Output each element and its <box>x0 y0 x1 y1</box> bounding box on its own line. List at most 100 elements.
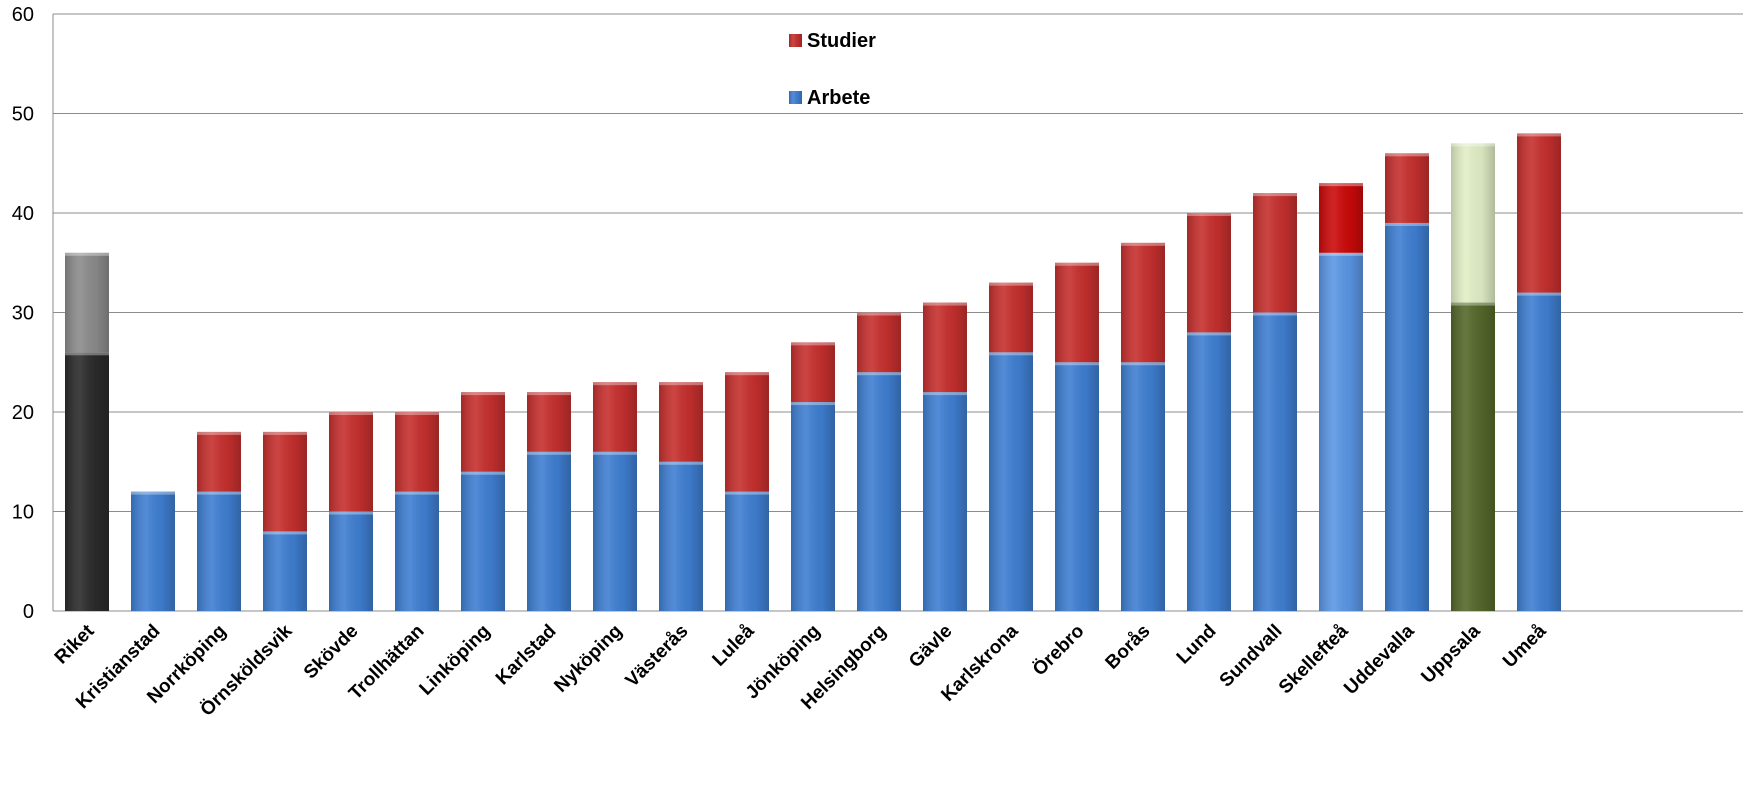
bar-top-highlight <box>1253 312 1297 316</box>
bar-shading <box>395 412 439 492</box>
bar-top-highlight <box>1319 252 1363 256</box>
bar-arbete-11 <box>791 402 835 611</box>
bar-shading <box>857 312 901 373</box>
legend-label: Studier <box>807 30 876 52</box>
bar-studier-3 <box>263 431 307 532</box>
category-label: Borås <box>1102 621 1155 674</box>
bar-arbete-9 <box>659 461 703 611</box>
legend-label: Arbete <box>807 87 870 109</box>
bar-top-highlight <box>857 312 901 316</box>
y-tick-label: 60 <box>12 4 34 26</box>
bar-top-highlight <box>1451 143 1495 147</box>
bar-top-highlight <box>1055 362 1099 366</box>
bar-studier-16 <box>1121 242 1165 363</box>
bar-arbete-16 <box>1121 362 1165 611</box>
bar-studier-8 <box>593 382 637 452</box>
bar-shading <box>1187 332 1231 611</box>
bar-shading <box>1451 143 1495 303</box>
bar-arbete-21 <box>1451 302 1495 611</box>
bar-top-highlight <box>131 491 175 495</box>
bar-top-highlight <box>593 451 637 455</box>
bar-top-highlight <box>197 431 241 435</box>
bar-shading <box>791 342 835 403</box>
bar-top-highlight <box>659 461 703 465</box>
bar-arbete-22 <box>1517 292 1561 611</box>
category-label: Lund <box>1173 621 1221 669</box>
bar-shading <box>1517 133 1561 293</box>
bar-shading <box>527 451 571 611</box>
bar-shading <box>395 491 439 611</box>
bar-top-highlight <box>1319 183 1363 187</box>
bar-top-highlight <box>989 352 1033 356</box>
bar-top-highlight <box>329 511 373 515</box>
bar-top-highlight <box>1517 292 1561 296</box>
bar-studier-15 <box>1055 262 1099 363</box>
category-label: Uddevalla <box>1340 620 1419 699</box>
bar-top-highlight <box>527 451 571 455</box>
bar-studier-11 <box>791 342 835 403</box>
bar-shading <box>197 491 241 611</box>
bar-top-highlight <box>329 412 373 415</box>
bar-top-highlight <box>857 372 901 376</box>
bar-top-highlight <box>791 342 835 346</box>
bar-top-highlight <box>65 352 109 356</box>
y-tick-label: 50 <box>12 104 34 126</box>
bar-arbete-2 <box>197 491 241 611</box>
bar-arbete-6 <box>461 471 505 611</box>
bar-top-highlight <box>395 491 439 495</box>
bar-top-highlight <box>461 392 505 396</box>
bar-top-highlight <box>923 392 967 396</box>
bar-top-highlight <box>395 412 439 415</box>
bar-top-highlight <box>659 382 703 386</box>
legend-swatch-shading <box>789 34 802 47</box>
bar-studier-18 <box>1253 193 1297 313</box>
bars <box>65 133 1561 612</box>
bar-shading <box>923 302 967 393</box>
y-tick-label: 20 <box>12 402 34 424</box>
bar-studier-13 <box>923 302 967 393</box>
bar-top-highlight <box>461 471 505 475</box>
y-axis-ticks: 0 10 20 30 40 50 60 <box>12 4 34 623</box>
bar-studier-22 <box>1517 133 1561 293</box>
bar-studier-9 <box>659 382 703 462</box>
legend-swatch-shading <box>789 91 802 104</box>
bar-shading <box>1253 193 1297 313</box>
bar-arbete-3 <box>263 531 307 611</box>
category-label: Uppsala <box>1417 620 1484 687</box>
bar-arbete-10 <box>725 491 769 611</box>
bar-shading <box>989 352 1033 611</box>
bar-shading <box>659 461 703 611</box>
category-label: Örebro <box>1029 621 1089 681</box>
bar-shading <box>131 491 175 611</box>
bar-shading <box>1055 262 1099 363</box>
category-label: Luleå <box>709 620 759 670</box>
bar-studier-4 <box>329 412 373 512</box>
category-label: Riket <box>51 620 99 668</box>
bar-arbete-0 <box>65 352 109 611</box>
bar-arbete-13 <box>923 392 967 611</box>
bar-arbete-8 <box>593 451 637 611</box>
bar-top-highlight <box>1055 262 1099 266</box>
bar-arbete-20 <box>1385 222 1429 611</box>
bar-shading <box>1451 302 1495 611</box>
bar-shading <box>593 451 637 611</box>
bar-arbete-15 <box>1055 362 1099 611</box>
category-label: Gävle <box>905 621 956 672</box>
bar-shading <box>1253 312 1297 611</box>
bar-shading <box>593 382 637 452</box>
bar-shading <box>857 372 901 611</box>
bar-shading <box>1319 183 1363 253</box>
bar-top-highlight <box>1385 222 1429 226</box>
bar-shading <box>1055 362 1099 611</box>
bar-top-highlight <box>725 372 769 376</box>
bar-shading <box>527 392 571 452</box>
bar-studier-2 <box>197 431 241 492</box>
bar-top-highlight <box>1385 153 1429 157</box>
bar-top-highlight <box>527 392 571 396</box>
bar-shading <box>725 491 769 611</box>
bar-shading <box>1385 222 1429 611</box>
bar-arbete-1 <box>131 491 175 611</box>
bar-arbete-7 <box>527 451 571 611</box>
